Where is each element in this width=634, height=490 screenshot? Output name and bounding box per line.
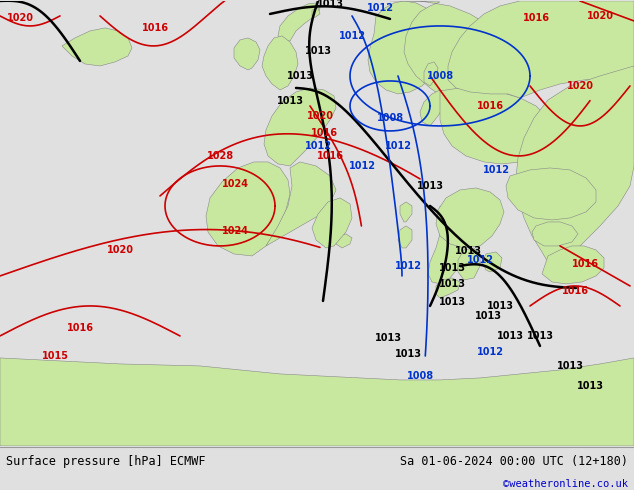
Text: ©weatheronline.co.uk: ©weatheronline.co.uk: [503, 479, 628, 489]
Text: 1012: 1012: [304, 141, 332, 151]
Text: 1013: 1013: [557, 361, 583, 371]
Text: 1013: 1013: [287, 71, 313, 81]
Polygon shape: [516, 66, 634, 266]
Text: 1008: 1008: [377, 113, 404, 123]
Polygon shape: [420, 90, 446, 126]
Polygon shape: [400, 202, 412, 222]
Text: 1013: 1013: [276, 96, 304, 106]
Text: 1016: 1016: [311, 128, 337, 138]
Text: Surface pressure [hPa] ECMWF: Surface pressure [hPa] ECMWF: [6, 456, 206, 468]
Text: 1013: 1013: [439, 297, 465, 307]
Text: 1016: 1016: [141, 23, 169, 33]
Polygon shape: [206, 162, 290, 256]
Polygon shape: [336, 234, 352, 248]
Text: 1020: 1020: [586, 11, 614, 21]
Text: 1013: 1013: [439, 279, 465, 289]
Text: 1013: 1013: [496, 331, 524, 341]
Text: 1013: 1013: [486, 301, 514, 311]
Text: 1008: 1008: [406, 371, 434, 381]
Polygon shape: [428, 206, 466, 284]
Text: 1024: 1024: [221, 179, 249, 189]
Text: 1012: 1012: [467, 255, 493, 265]
Polygon shape: [234, 38, 260, 70]
Polygon shape: [264, 88, 336, 166]
Polygon shape: [506, 168, 596, 220]
Text: 1020: 1020: [567, 81, 593, 91]
Text: 1016: 1016: [477, 101, 503, 111]
Polygon shape: [436, 188, 504, 248]
Polygon shape: [262, 36, 298, 90]
Text: 1012: 1012: [477, 347, 503, 357]
Polygon shape: [368, 1, 444, 94]
Text: 1016: 1016: [522, 13, 550, 23]
Text: 1008: 1008: [427, 71, 453, 81]
Text: 1012: 1012: [349, 161, 375, 171]
Text: 1012: 1012: [394, 261, 422, 271]
Polygon shape: [448, 1, 634, 98]
Text: 1013: 1013: [304, 46, 332, 56]
Text: 1012: 1012: [339, 31, 365, 41]
Text: 1013: 1013: [394, 349, 422, 359]
Text: 1015: 1015: [41, 351, 68, 361]
Text: 1012: 1012: [482, 165, 510, 175]
Polygon shape: [278, 3, 320, 41]
Text: 1012: 1012: [366, 3, 394, 13]
Text: 1024: 1024: [221, 226, 249, 236]
Text: 1016: 1016: [67, 323, 93, 333]
Text: 1013: 1013: [316, 0, 344, 9]
Polygon shape: [440, 88, 552, 164]
Text: 1020: 1020: [6, 13, 34, 23]
Text: 1013: 1013: [576, 381, 604, 391]
Text: 1013: 1013: [474, 311, 501, 321]
Polygon shape: [312, 8, 320, 18]
Polygon shape: [266, 162, 336, 246]
Text: Sa 01-06-2024 00:00 UTC (12+180): Sa 01-06-2024 00:00 UTC (12+180): [399, 456, 628, 468]
Polygon shape: [0, 358, 634, 446]
Polygon shape: [390, 1, 518, 104]
Text: 1020: 1020: [107, 245, 134, 255]
Polygon shape: [398, 226, 412, 248]
Polygon shape: [458, 248, 480, 280]
Text: 1013: 1013: [417, 181, 444, 191]
Polygon shape: [482, 252, 502, 272]
Text: 1016: 1016: [562, 286, 588, 296]
Text: 1028: 1028: [207, 151, 233, 161]
Text: 1013: 1013: [526, 331, 553, 341]
Text: 1013: 1013: [439, 263, 465, 273]
Text: 1016: 1016: [316, 151, 344, 161]
Text: 1012: 1012: [384, 141, 411, 151]
Text: 1013: 1013: [375, 333, 401, 343]
Text: 1020: 1020: [306, 111, 333, 121]
Text: 1016: 1016: [571, 259, 598, 269]
Polygon shape: [424, 62, 438, 86]
Text: 1013: 1013: [455, 246, 481, 256]
Polygon shape: [62, 28, 132, 66]
Polygon shape: [312, 198, 352, 248]
Polygon shape: [436, 278, 460, 298]
Polygon shape: [542, 246, 604, 284]
Polygon shape: [532, 222, 578, 246]
